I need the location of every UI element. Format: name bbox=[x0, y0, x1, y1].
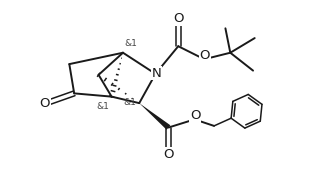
Text: N: N bbox=[151, 67, 161, 80]
Polygon shape bbox=[139, 103, 170, 130]
Text: O: O bbox=[200, 49, 210, 62]
Text: O: O bbox=[190, 109, 201, 122]
Text: &1: &1 bbox=[123, 98, 136, 107]
Text: O: O bbox=[40, 97, 50, 110]
Text: &1: &1 bbox=[125, 39, 137, 48]
Text: &1: &1 bbox=[96, 102, 109, 111]
Text: O: O bbox=[173, 12, 183, 25]
Text: O: O bbox=[163, 148, 174, 161]
